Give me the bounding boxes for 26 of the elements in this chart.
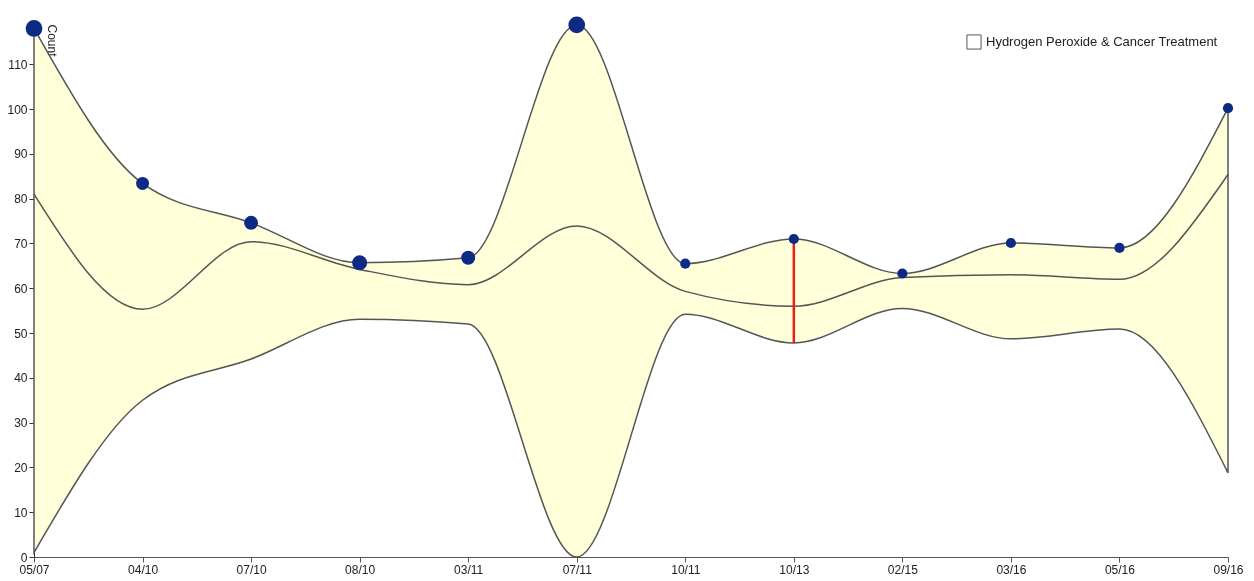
y-tick-label: 100 <box>7 102 28 117</box>
y-axis-title: Count <box>44 24 59 58</box>
y-tick-label: 10 <box>14 505 28 520</box>
x-tick-label: 05/16 <box>1104 562 1136 577</box>
x-tick-label: 03/16 <box>996 562 1027 577</box>
y-tick-label: 110 <box>8 57 28 72</box>
x-tick-label: 04/10 <box>128 562 159 577</box>
y-tick-label: 60 <box>14 281 28 296</box>
x-tick-label: 02/15 <box>887 562 919 577</box>
y-tick-label: 0 <box>20 550 28 565</box>
legend-label: Hydrogen Peroxide & Cancer Treatment <box>986 34 1218 49</box>
x-tick-label: 07/11 <box>562 562 593 577</box>
y-tick-label: 30 <box>14 416 28 431</box>
x-tick-label: 08/10 <box>345 562 376 577</box>
x-tick-label: 10/13 <box>779 562 810 577</box>
x-tick-label: 03/11 <box>454 562 484 577</box>
y-tick-label: 80 <box>14 192 28 207</box>
y-tick-label: 20 <box>14 460 28 475</box>
y-tick-label: 90 <box>14 147 28 162</box>
x-tick-label: 09/16 <box>1213 562 1244 577</box>
x-tick-label: 07/10 <box>236 562 267 577</box>
x-tick-label: 10/11 <box>671 562 701 577</box>
x-tick-label: 05/07 <box>19 562 50 577</box>
y-tick-label: 70 <box>14 236 28 251</box>
y-tick-label: 40 <box>14 371 28 386</box>
y-tick-label: 50 <box>14 326 28 341</box>
